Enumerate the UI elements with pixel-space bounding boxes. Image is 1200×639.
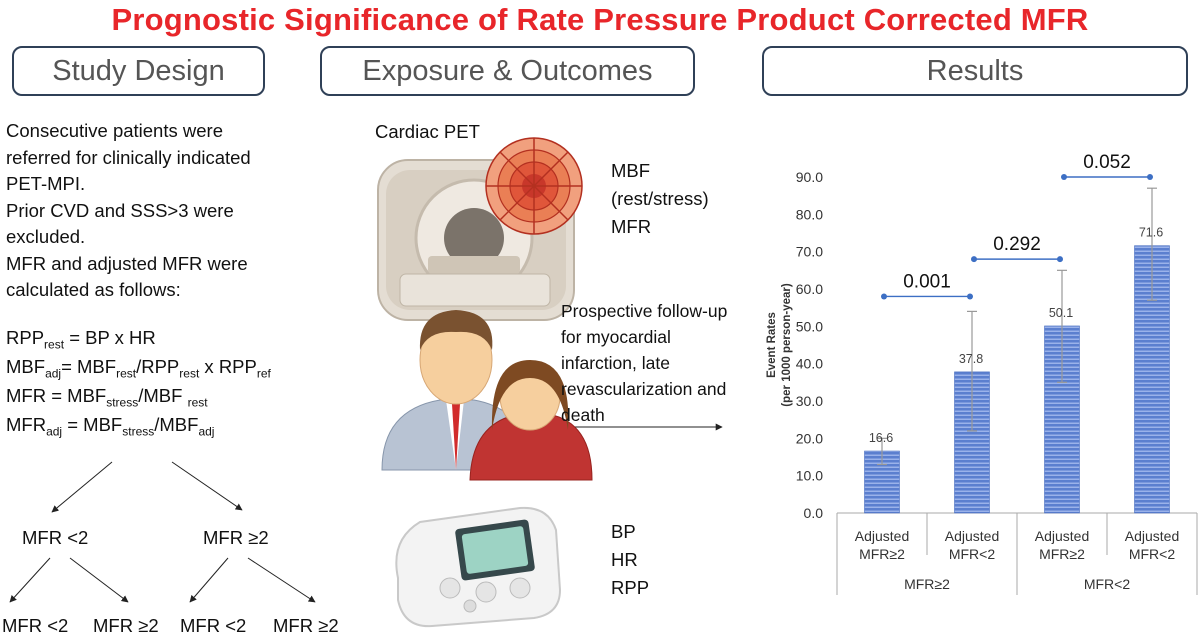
header-study-design: Study Design	[12, 46, 265, 96]
category-label: Adjusted	[945, 528, 999, 544]
comparison-dot	[971, 256, 977, 263]
study-line: Consecutive patients were	[6, 120, 223, 141]
y-tick-label: 30.0	[796, 393, 823, 409]
category-label: Adjusted	[855, 528, 909, 544]
tree-leaf: MFR <2	[2, 615, 69, 636]
study-line: Prior CVD and SSS>3 were	[6, 199, 234, 221]
formula-mfr-adj: MFRadj = MBFstress/MBFadj	[6, 414, 215, 439]
header-exposure-outcomes: Exposure & Outcomes	[320, 46, 695, 96]
p-value-label: 0.292	[993, 234, 1041, 255]
bp-label: BP HR RPP	[611, 521, 650, 598]
y-tick-label: 60.0	[796, 281, 823, 297]
tree-mfr-low: MFR <2	[22, 527, 89, 548]
category-label: Adjusted	[1035, 528, 1089, 544]
comparison-dot	[1061, 174, 1067, 180]
y-tick-label: 90.0	[796, 169, 823, 185]
bar-value-label: 71.6	[1139, 226, 1163, 240]
category-label: MFR≥2	[1039, 546, 1085, 562]
followup-text: Prospective follow-up for myocardial inf…	[561, 301, 728, 425]
study-line: referred for clinically indicated	[6, 146, 251, 168]
p-value-label: 0.052	[1083, 152, 1131, 173]
bar-value-label: 16.6	[869, 431, 893, 445]
tree-leaf: MFR <2	[180, 615, 247, 636]
tree-mfr-high: MFR ≥2	[203, 527, 269, 548]
y-tick-label: 20.0	[796, 430, 823, 446]
tree-leaf: MFR ≥2	[273, 615, 339, 636]
mbf-label: MBF (rest/stress) MFR	[611, 160, 709, 237]
study-line: excluded.	[6, 226, 86, 247]
y-axis-label: Event Rates	[766, 312, 778, 378]
category-label: Adjusted	[1125, 528, 1179, 544]
group-label: MFR<2	[1084, 576, 1131, 592]
tree-leaf: MFR ≥2	[93, 615, 159, 636]
y-axis-sublabel: (per 1000 person-year)	[781, 283, 793, 407]
patients-icon	[381, 310, 593, 481]
study-line: PET-MPI.	[6, 173, 86, 194]
category-label: MFR≥2	[859, 546, 905, 562]
bar-value-label: 37.8	[959, 352, 983, 366]
comparison-dot	[1147, 174, 1153, 180]
y-tick-label: 50.0	[796, 318, 823, 334]
category-label: MFR<2	[1129, 546, 1176, 562]
y-tick-label: 70.0	[796, 244, 823, 260]
y-tick-label: 10.0	[796, 468, 823, 484]
header-results: Results	[762, 46, 1188, 96]
study-description: Consecutive patients were referred for c…	[6, 118, 251, 304]
study-line: calculated as follows:	[6, 279, 181, 300]
bar-value-label: 50.1	[1049, 306, 1073, 320]
y-tick-label: 40.0	[796, 356, 823, 372]
formula-rpp: RPPrest = BP x HR	[6, 327, 156, 352]
formula-mfr: MFR = MBFstress/MBF rest	[6, 385, 208, 410]
y-tick-label: 80.0	[796, 206, 823, 222]
comparison-dot	[881, 293, 887, 300]
group-label: MFR≥2	[904, 576, 950, 592]
pet-scanner-icon	[377, 159, 575, 321]
comparison-dot	[967, 293, 973, 300]
comparison-dot	[1057, 256, 1063, 263]
polar-map-icon	[485, 137, 583, 235]
category-label: MFR<2	[949, 546, 996, 562]
cardiac-pet-label: Cardiac PET	[375, 121, 480, 142]
formula-mbf-adj: MBFadj= MBFrest/RPPrest x RPPref	[6, 356, 271, 381]
blood-pressure-monitor-icon	[395, 506, 562, 628]
study-line: MFR and adjusted MFR were	[6, 252, 248, 274]
y-tick-label: 0.0	[804, 505, 824, 521]
p-value-label: 0.001	[903, 271, 951, 292]
page-title: Prognostic Significance of Rate Pressure…	[111, 2, 1089, 37]
